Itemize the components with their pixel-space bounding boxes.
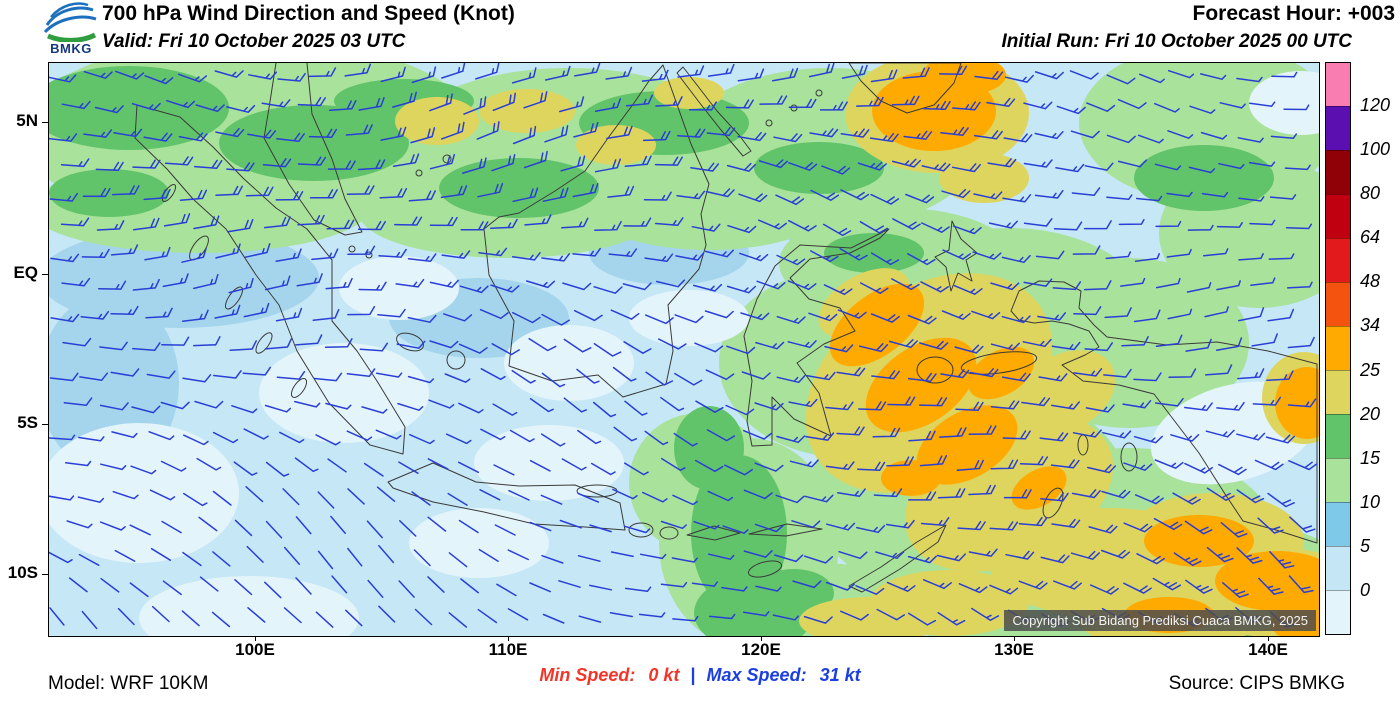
legend-labels: 120 100 80 64 48 34 25 20 15 10 5 0 bbox=[1360, 62, 1400, 635]
lat-tickmark bbox=[42, 424, 48, 425]
coast-sulu-3 bbox=[765, 119, 773, 127]
legend-band bbox=[1326, 63, 1350, 106]
lon-tickmark bbox=[1014, 636, 1015, 641]
lon-tickmark bbox=[761, 636, 762, 641]
legend-band bbox=[1326, 370, 1350, 414]
coast-anambas bbox=[415, 169, 423, 177]
coast-seram bbox=[960, 351, 1038, 375]
legend-band bbox=[1326, 282, 1350, 326]
coast-sumba bbox=[747, 560, 783, 578]
coast-palawan bbox=[676, 66, 752, 157]
forecast-hour: Forecast Hour: +003 bbox=[1192, 2, 1396, 25]
coast-enggano bbox=[290, 378, 308, 398]
legend-band bbox=[1326, 238, 1350, 282]
bmkg-logo-icon bbox=[43, 2, 97, 43]
legend-band bbox=[1326, 590, 1350, 634]
lat-tickmark bbox=[42, 274, 48, 275]
speed-summary: Min Speed: 0 kt | Max Speed: 31 kt bbox=[539, 665, 860, 686]
coast-bangka bbox=[396, 332, 424, 352]
copyright-note: Copyright Sub Bidang Prediksi Cuaca BMKG… bbox=[1004, 610, 1316, 631]
coast-sulu-1 bbox=[815, 89, 823, 97]
lon-tick-label: 110E bbox=[488, 640, 528, 659]
legend-label: 34 bbox=[1360, 315, 1381, 336]
coast-borneo bbox=[483, 64, 710, 398]
coast-batam bbox=[348, 245, 356, 253]
legend-band bbox=[1326, 150, 1350, 194]
lon-tickmark bbox=[255, 636, 256, 641]
lat-tickmark bbox=[42, 574, 48, 575]
coast-java bbox=[387, 462, 626, 531]
bmkg-logo-text: BMKG bbox=[50, 41, 92, 56]
coast-mentawai-2 bbox=[224, 286, 244, 310]
lon-tick-label: 100E bbox=[235, 640, 275, 659]
min-speed-value: 0 kt bbox=[648, 665, 680, 685]
initial-run: Initial Run: Fri 10 October 2025 00 UTC bbox=[1001, 31, 1352, 52]
max-speed-value: 31 kt bbox=[819, 665, 861, 685]
coast-malay-peninsula bbox=[263, 63, 363, 236]
coast-bintan bbox=[365, 251, 373, 259]
legend-label: 80 bbox=[1360, 183, 1381, 204]
coast-flores bbox=[748, 523, 823, 537]
legend-band bbox=[1326, 326, 1350, 370]
coast-mentawai-3 bbox=[255, 332, 273, 354]
legend-label: 25 bbox=[1360, 359, 1381, 380]
speed-shading bbox=[49, 63, 1319, 636]
coast-belitung bbox=[446, 350, 466, 370]
legend-label: 48 bbox=[1360, 271, 1381, 292]
lat-tickmark bbox=[42, 122, 48, 123]
wind-barbs bbox=[49, 63, 1318, 630]
coast-bali bbox=[628, 522, 654, 538]
wind-barb-paths bbox=[49, 63, 1318, 630]
legend-band bbox=[1326, 414, 1350, 458]
legend-band bbox=[1326, 458, 1350, 502]
legend-label: 20 bbox=[1360, 403, 1381, 424]
lon-tick-label: 140E bbox=[1248, 640, 1288, 659]
legend-label: 0 bbox=[1360, 579, 1371, 600]
coast-sulawesi bbox=[743, 228, 890, 447]
wind-map-canvas bbox=[49, 63, 1319, 636]
legend-band bbox=[1326, 546, 1350, 590]
page-title: 700 hPa Wind Direction and Speed (Knot) bbox=[102, 2, 515, 25]
legend-label: 100 bbox=[1360, 139, 1391, 160]
coast-timor bbox=[848, 524, 947, 593]
map-area: Copyright Sub Bidang Prediksi Cuaca BMKG… bbox=[48, 62, 1320, 637]
valid-time: Valid: Fri 10 October 2025 03 UTC bbox=[102, 31, 406, 52]
coast-aru bbox=[1120, 442, 1138, 472]
source-label: Source: CIPS BMKG bbox=[1168, 673, 1345, 694]
lon-tickmark bbox=[1268, 636, 1269, 641]
lat-tick-label: 5N bbox=[16, 111, 38, 130]
coast-sumatra bbox=[134, 104, 406, 455]
bmkg-logo: BMKG bbox=[42, 0, 100, 56]
legend-band bbox=[1326, 194, 1350, 238]
lat-tick-label: EQ bbox=[13, 263, 38, 282]
coast-sumbawa bbox=[686, 525, 741, 541]
coastlines bbox=[134, 63, 1318, 593]
lon-tick-label: 130E bbox=[994, 640, 1034, 659]
legend-label: 10 bbox=[1360, 491, 1381, 512]
coast-halmahera bbox=[934, 220, 978, 292]
legend-label: 15 bbox=[1360, 447, 1381, 468]
min-speed-label: Min Speed: bbox=[539, 665, 636, 685]
max-speed-label: Max Speed: bbox=[706, 665, 807, 685]
lon-tickmark bbox=[508, 636, 509, 641]
coast-buru bbox=[916, 356, 954, 384]
coast-papua bbox=[1010, 280, 1318, 544]
legend-label: 64 bbox=[1360, 227, 1381, 248]
model-label: Model: WRF 10KM bbox=[48, 673, 209, 694]
legend-colorbar bbox=[1325, 62, 1351, 635]
legend-label: 120 bbox=[1360, 95, 1391, 116]
coast-lombok bbox=[659, 526, 679, 540]
lat-tick-label: 5S bbox=[17, 413, 38, 432]
lon-tick-label: 120E bbox=[741, 640, 781, 659]
legend-band bbox=[1326, 106, 1350, 150]
coast-mindanao bbox=[848, 63, 962, 114]
legend-label: 5 bbox=[1360, 535, 1371, 556]
legend-band bbox=[1326, 502, 1350, 546]
speed-separator: | bbox=[690, 665, 696, 685]
lat-tick-label: 10S bbox=[7, 563, 38, 582]
